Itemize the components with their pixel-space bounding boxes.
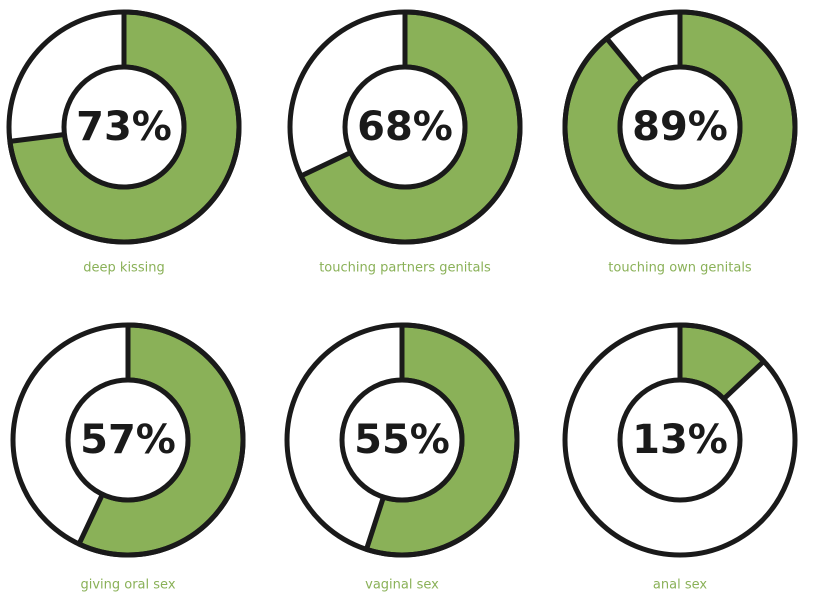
- donut-label: deep kissing: [83, 261, 164, 276]
- donut-hole: [339, 377, 465, 503]
- donut-outline: [10, 322, 246, 558]
- donut-label: touching own genitals: [608, 261, 752, 276]
- donut-hole: [65, 377, 191, 503]
- percent-label: 89%: [632, 104, 728, 150]
- donut-outline: [6, 9, 242, 245]
- percent-label: 13%: [632, 417, 728, 463]
- donut-outline: [287, 9, 523, 245]
- donut-label: giving oral sex: [80, 578, 175, 593]
- donut-hole: [617, 377, 743, 503]
- donut-outline: [562, 322, 798, 558]
- donut-label: vaginal sex: [365, 578, 439, 593]
- donut-label: touching partners genitals: [319, 261, 491, 276]
- donut-label: anal sex: [653, 578, 707, 593]
- donut-hole: [61, 64, 187, 190]
- donut-outline: [284, 322, 520, 558]
- donut-hole: [617, 64, 743, 190]
- percent-label: 68%: [357, 104, 453, 150]
- percent-label: 55%: [354, 417, 450, 463]
- percent-label: 73%: [76, 104, 172, 150]
- donut-outline: [562, 9, 798, 245]
- percent-label: 57%: [80, 417, 176, 463]
- donut-hole: [342, 64, 468, 190]
